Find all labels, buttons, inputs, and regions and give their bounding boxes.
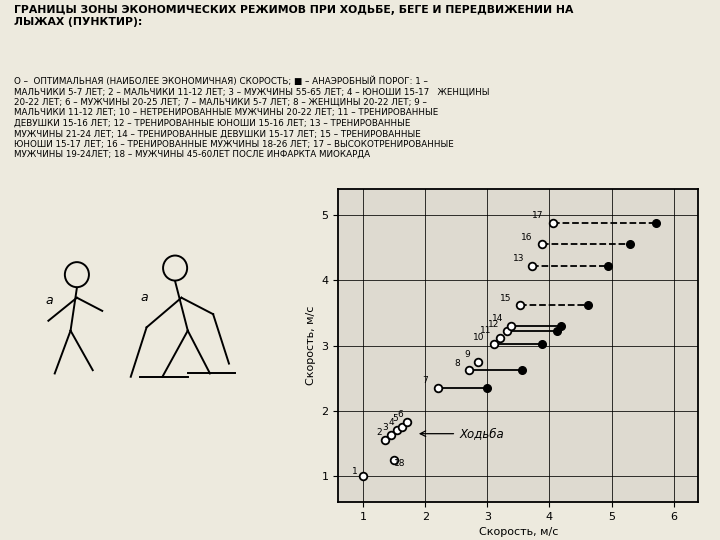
Text: 6: 6 <box>397 410 403 418</box>
Y-axis label: Скорость, м/с: Скорость, м/с <box>306 306 316 385</box>
Text: 7: 7 <box>423 376 428 386</box>
Text: a: a <box>45 294 53 307</box>
Text: 4: 4 <box>388 418 394 427</box>
Text: 5: 5 <box>392 414 398 423</box>
Text: 1: 1 <box>351 467 357 476</box>
Text: 17: 17 <box>532 211 544 220</box>
Text: 12: 12 <box>488 320 499 329</box>
Text: 10: 10 <box>473 333 485 342</box>
Text: 14: 14 <box>492 314 503 323</box>
Text: 11: 11 <box>480 326 492 335</box>
Text: 9: 9 <box>464 350 469 359</box>
Text: 3: 3 <box>382 423 388 432</box>
Text: 15: 15 <box>500 294 512 302</box>
Text: 2: 2 <box>376 428 382 437</box>
X-axis label: Скорость, м/с: Скорость, м/с <box>479 528 558 537</box>
Text: 13: 13 <box>513 254 524 264</box>
Text: 18: 18 <box>393 458 405 468</box>
Text: O –  ОПТИМАЛЬНАЯ (НАИБОЛЕЕ ЭКОНОМИЧНАЯ) СКОРОСТЬ; ■ – АНАЭРОБНЫЙ ПОРОГ: 1 –
МАЛЬ: O – ОПТИМАЛЬНАЯ (НАИБОЛЕЕ ЭКОНОМИЧНАЯ) С… <box>14 77 490 159</box>
Text: 8: 8 <box>455 359 461 368</box>
Text: Ходьба: Ходьба <box>459 427 504 440</box>
Text: a: a <box>140 291 148 304</box>
Text: ГРАНИЦЫ ЗОНЫ ЭКОНОМИЧЕСКИХ РЕЖИМОВ ПРИ ХОДЬБЕ, БЕГЕ И ПЕРЕДВИЖЕНИИ НА
ЛЫЖАХ (ПУН: ГРАНИЦЫ ЗОНЫ ЭКОНОМИЧЕСКИХ РЕЖИМОВ ПРИ Х… <box>14 5 574 27</box>
Text: 16: 16 <box>521 233 533 242</box>
